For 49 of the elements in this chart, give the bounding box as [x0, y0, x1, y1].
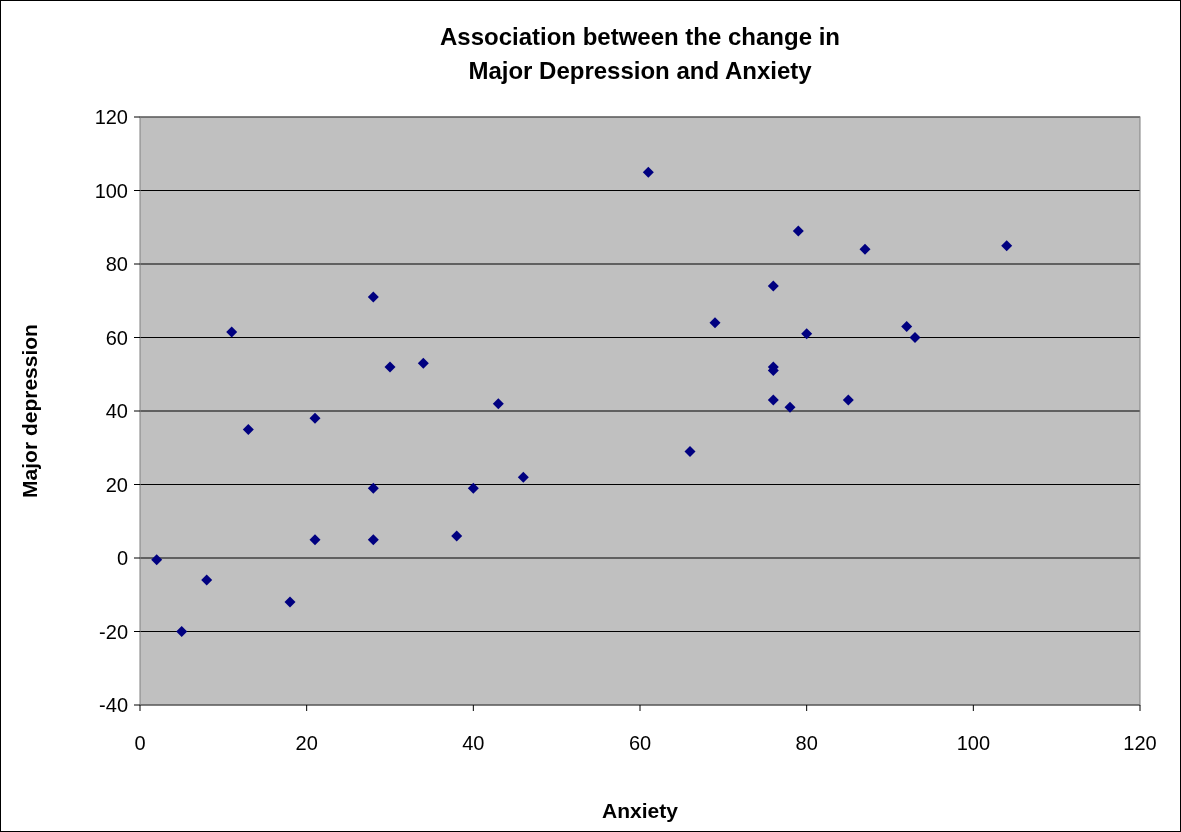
point — [909, 332, 921, 343]
y-tick-label: 80 — [105, 253, 128, 275]
point — [309, 534, 321, 546]
x-tick-label: 0 — [134, 732, 146, 754]
x-axis-title: Anxiety — [602, 799, 679, 822]
point — [767, 280, 779, 292]
point — [492, 398, 504, 410]
point — [309, 412, 321, 424]
point — [1001, 240, 1013, 252]
point — [767, 394, 779, 406]
point — [842, 394, 854, 406]
point — [467, 482, 479, 494]
y-tick-label: -40 — [99, 694, 128, 716]
point — [242, 423, 254, 435]
y-tick-label: 20 — [105, 473, 128, 496]
y-tick-label: 120 — [94, 106, 128, 128]
x-tick-label: 40 — [462, 732, 485, 754]
point — [201, 574, 213, 586]
point — [226, 326, 238, 338]
point — [451, 530, 463, 542]
y-axis-title: Major depression — [18, 324, 41, 498]
y-tick-label: 0 — [116, 547, 128, 569]
y-tick-label: 40 — [105, 400, 128, 422]
point — [151, 554, 163, 566]
y-tick-label: -20 — [99, 620, 128, 643]
point — [859, 243, 871, 255]
point — [176, 626, 188, 637]
point — [517, 471, 529, 483]
chart-title: Association between the change in Major Depression and Anxiety — [439, 23, 841, 84]
point — [367, 482, 379, 494]
x-tick-label: 60 — [628, 732, 652, 754]
point — [384, 361, 396, 373]
point — [284, 596, 296, 608]
point — [642, 166, 654, 178]
point — [792, 225, 804, 237]
x-tick-label: 80 — [795, 732, 818, 754]
y-tick-label: 60 — [105, 326, 128, 349]
y-tick-label: 100 — [94, 179, 128, 202]
x-tick-label: 120 — [1123, 732, 1157, 754]
x-tick-label: 100 — [956, 732, 991, 754]
point — [901, 320, 913, 332]
x-tick-label: 20 — [295, 732, 318, 754]
point — [709, 317, 721, 329]
point — [784, 401, 796, 413]
point — [801, 328, 813, 340]
point — [417, 357, 429, 369]
point — [367, 534, 379, 546]
point — [684, 445, 696, 457]
point — [367, 291, 379, 303]
